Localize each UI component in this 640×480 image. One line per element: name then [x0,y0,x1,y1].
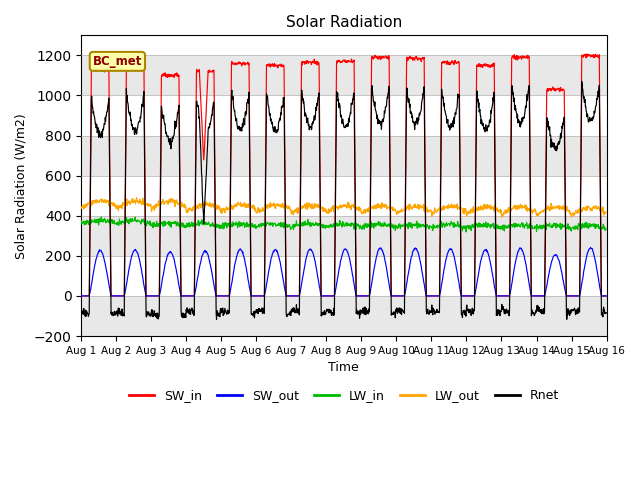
Bar [81,96,607,135]
Text: BC_met: BC_met [93,55,142,68]
X-axis label: Time: Time [328,361,359,374]
Bar [81,55,607,96]
Bar [81,296,607,336]
Bar [81,36,607,55]
Bar [81,256,607,296]
Bar [81,216,607,256]
Y-axis label: Solar Radiation (W/m2): Solar Radiation (W/m2) [15,113,28,259]
Bar [81,135,607,176]
Bar [81,176,607,216]
Legend: SW_in, SW_out, LW_in, LW_out, Rnet: SW_in, SW_out, LW_in, LW_out, Rnet [124,384,564,408]
Title: Solar Radiation: Solar Radiation [285,15,402,30]
